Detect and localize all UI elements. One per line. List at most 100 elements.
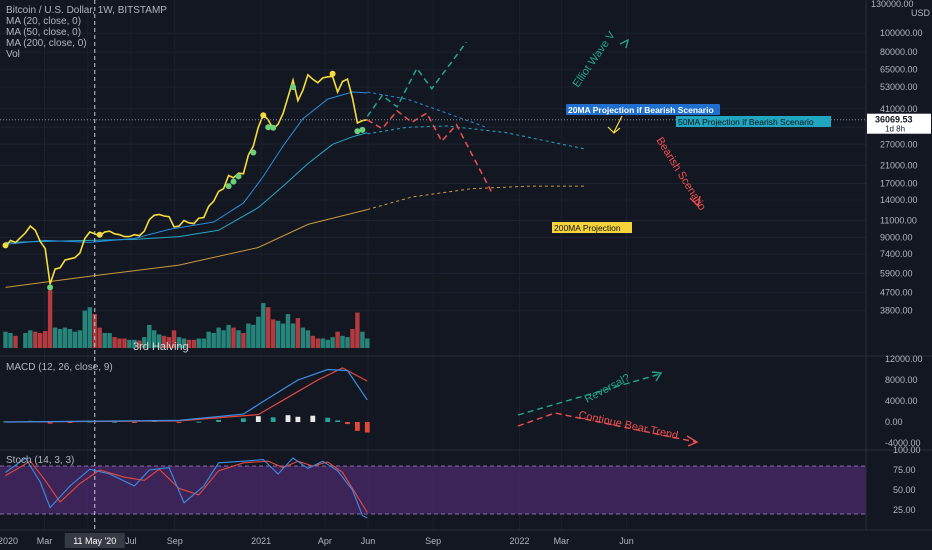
stoch-k-line <box>5 457 368 519</box>
volume-bar <box>23 333 28 348</box>
signal-dot <box>359 126 366 133</box>
elliot-arrowhead <box>619 38 630 49</box>
volume-bar <box>186 339 192 348</box>
price-tick-label: 21000.00 <box>880 161 918 171</box>
price-tick-label: 41000.00 <box>880 104 918 114</box>
signal-dot <box>2 242 9 249</box>
legend-vol: Vol <box>6 49 20 60</box>
volume-bar <box>290 323 296 348</box>
crosshair-date-badge <box>64 533 125 548</box>
signal-dot <box>47 284 54 291</box>
chart-legend: Bitcoin / U.S. Dollar, 1W, BITSTAMP MA (… <box>6 5 167 60</box>
signal-dot <box>270 124 277 131</box>
current-price-badge <box>867 113 931 134</box>
volume-bar <box>256 316 261 348</box>
signal-dot <box>96 231 103 238</box>
signal-dot <box>230 178 237 185</box>
volume-bar <box>132 339 137 348</box>
volume-bar <box>176 337 182 348</box>
ma50-line <box>5 132 368 243</box>
axis-currency: USD <box>911 8 931 18</box>
volume-bar <box>52 327 58 348</box>
volume-bar <box>211 333 216 348</box>
macd-histogram-bar <box>310 415 316 422</box>
signal-dot <box>354 128 361 135</box>
volume-bar <box>246 323 251 348</box>
signal-dot <box>235 173 242 180</box>
countdown-label: 1d 8h <box>885 125 905 134</box>
price-tick-label: 80000.00 <box>880 47 918 57</box>
macd-histogram-bar <box>196 421 202 423</box>
legend-ma50: MA (50, close, 0) <box>6 27 82 38</box>
time-tick-label: Jun <box>361 536 376 546</box>
time-tick-label: Jun <box>619 536 634 546</box>
time-tick-label: 2022 <box>510 536 530 546</box>
volume-bar <box>330 337 335 348</box>
volume-bar <box>325 339 330 348</box>
time-tick-label: Sep <box>167 536 183 546</box>
macd-histogram-bar <box>355 422 360 431</box>
projection-line-3 <box>366 109 492 192</box>
volume-bar <box>72 331 78 348</box>
volume-bar <box>166 337 172 348</box>
time-tick-label: Sep <box>425 536 441 546</box>
volume-bar <box>345 337 350 348</box>
macd-histogram-bar <box>285 415 291 422</box>
volume-bar <box>38 333 43 348</box>
volume-bar <box>77 330 83 348</box>
volume-bar <box>310 335 315 348</box>
bear-trend-arrow <box>517 412 697 443</box>
volume-bar <box>102 333 107 348</box>
volume-bar <box>142 337 147 348</box>
volume-bar <box>3 331 8 348</box>
signal-dot <box>290 84 296 91</box>
reversal-arrow <box>517 373 661 416</box>
volume-bar <box>266 307 271 348</box>
time-axis[interactable]: 2020 Mar 11 May '20 Jul Sep 2021 Apr Jun Sep 2022… <box>0 533 634 548</box>
signal-dot <box>250 149 257 156</box>
volume-bar <box>315 338 320 348</box>
crosshair-date-label: 11 May '20 <box>73 536 116 546</box>
volume-bar <box>147 324 152 348</box>
macd-histogram-bar <box>47 422 53 424</box>
volume-bar <box>82 310 87 348</box>
price-tick-label: 65000.00 <box>880 65 918 75</box>
volume-bar <box>87 307 92 348</box>
time-tick-label: 2021 <box>251 536 271 546</box>
macd-histogram-bar <box>112 421 117 423</box>
macd-histogram-bar <box>176 422 182 423</box>
volume-bar <box>221 330 226 348</box>
macd-tick-label: 4000.00 <box>885 396 918 406</box>
volume-bar <box>43 331 48 348</box>
projection-line-1 <box>367 125 586 150</box>
volume-bar <box>152 330 157 348</box>
bearish-arrowhead <box>689 195 701 208</box>
ma200-projection-box <box>552 222 632 233</box>
ma50-projection-label: 50MA Projection if Bearish Scenario <box>678 117 814 127</box>
volume-bar <box>271 319 276 348</box>
volume-bar <box>62 327 68 348</box>
stoch-band <box>0 466 866 514</box>
stoch-tick-label: 50.00 <box>893 485 916 495</box>
macd-histogram-bar <box>335 420 340 422</box>
macd-histogram-bar <box>295 416 301 423</box>
volume-bar <box>320 338 325 348</box>
macd-line <box>5 368 368 423</box>
volume-bar <box>157 334 162 348</box>
volume-bar <box>161 335 167 348</box>
price-tick-label: 4700.00 <box>880 288 913 298</box>
symbol-title: Bitcoin / U.S. Dollar, 1W, BITSTAMP <box>6 5 167 16</box>
volume-bar <box>57 329 63 348</box>
macd-histogram-bar <box>132 422 137 423</box>
volume-bar <box>137 340 142 348</box>
time-tick-label: Mar <box>554 536 570 546</box>
volume-bar <box>201 338 206 348</box>
volume-bar <box>13 335 18 348</box>
ma200-projection-label: 200MA Projection <box>554 223 621 233</box>
ma20-line <box>5 91 368 245</box>
stoch-d-line <box>5 460 368 513</box>
volume-bar <box>216 327 221 348</box>
price-tick-label: 27000.00 <box>880 139 918 149</box>
